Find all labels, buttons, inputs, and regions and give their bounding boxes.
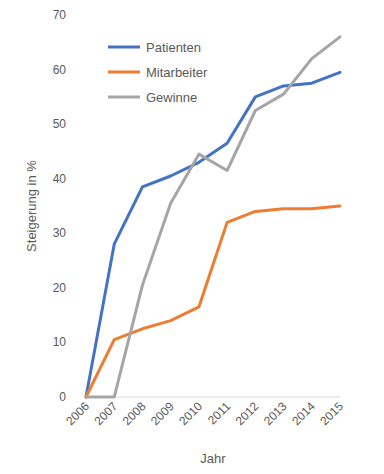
legend-swatch: [108, 96, 140, 99]
y-tick-label: 0: [59, 390, 66, 404]
y-tick-label: 40: [53, 172, 67, 186]
legend-swatch: [108, 46, 140, 49]
x-tick-label: 2009: [148, 399, 177, 428]
x-tick-label: 2012: [233, 399, 262, 428]
legend-swatch: [108, 71, 140, 74]
legend: Patienten Mitarbeiter Gewinne: [108, 40, 208, 105]
x-tick-label: 2010: [176, 399, 205, 428]
series-line: [86, 206, 340, 397]
y-tick-label: 60: [53, 63, 67, 77]
y-tick-label: 20: [53, 281, 67, 295]
plot-area: [86, 37, 340, 397]
y-tick-label: 70: [53, 8, 67, 22]
y-tick-label: 10: [53, 335, 67, 349]
y-tick-label: 50: [53, 117, 67, 131]
legend-label: Mitarbeiter: [146, 65, 208, 80]
x-tick-label: 2006: [63, 399, 92, 428]
legend-label: Gewinne: [146, 90, 197, 105]
x-tick-label: 2008: [120, 399, 149, 428]
x-tick-label: 2014: [289, 399, 318, 428]
series-line: [86, 72, 340, 397]
x-tick-label: 2013: [261, 399, 290, 428]
series-line: [86, 37, 340, 397]
legend-label: Patienten: [146, 40, 201, 55]
chart: 0102030405060702006200720082009201020112…: [0, 0, 384, 474]
x-axis-line: [86, 397, 340, 398]
x-tick-label: 2015: [317, 399, 346, 428]
x-tick-label: 2007: [92, 399, 121, 428]
y-axis-title: Steigerung in %: [24, 160, 39, 252]
x-tick-label: 2011: [205, 399, 233, 427]
y-tick-label: 30: [53, 226, 67, 240]
x-axis-title: Jahr: [200, 451, 226, 466]
